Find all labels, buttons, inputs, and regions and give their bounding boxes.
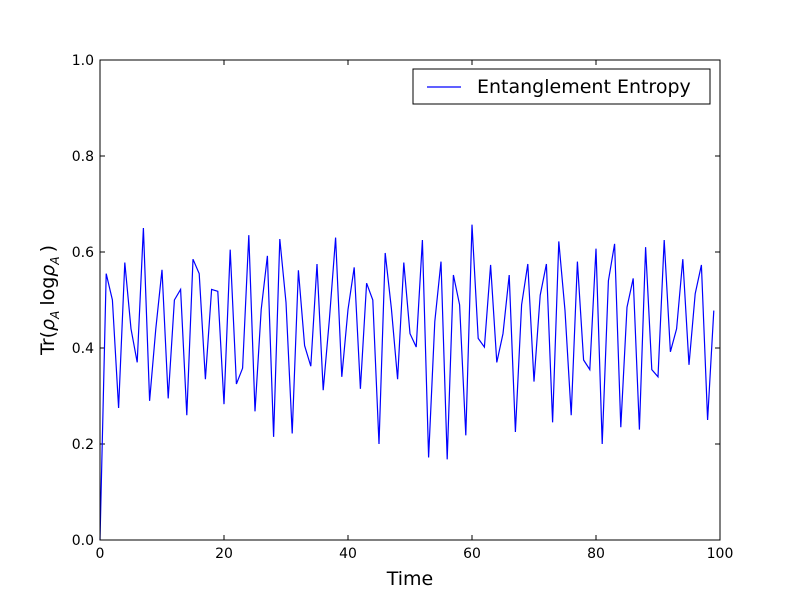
y-tick-label: 0.8	[72, 149, 94, 165]
series-line	[99, 224, 715, 541]
y-tick-label: 0.4	[72, 341, 94, 357]
tick-labels: 0 20 40 60 80 100 0.0 0.2 0.4 0.6 0.8 1.0	[72, 53, 734, 562]
series-group	[99, 224, 715, 541]
x-tick-label: 40	[339, 546, 357, 562]
x-axis-label: Time	[386, 568, 434, 590]
legend-entry: Entanglement Entropy	[477, 76, 691, 98]
y-axis-label: Tr(ρAlogρA)	[37, 245, 62, 356]
x-tick-label: 0	[96, 546, 105, 562]
x-tick-label: 80	[587, 546, 605, 562]
legend: Entanglement Entropy	[412, 68, 711, 105]
y-tick-label: 0.6	[72, 245, 94, 261]
y-tick-label: 0.0	[72, 533, 94, 549]
y-tick-label: 0.2	[72, 437, 94, 453]
tick-marks	[99, 59, 721, 541]
x-tick-label: 20	[215, 546, 233, 562]
x-tick-label: 100	[707, 546, 734, 562]
x-tick-label: 60	[463, 546, 481, 562]
plot-frame	[99, 59, 721, 541]
y-tick-label: 1.0	[72, 53, 94, 69]
legend-box	[412, 68, 711, 105]
